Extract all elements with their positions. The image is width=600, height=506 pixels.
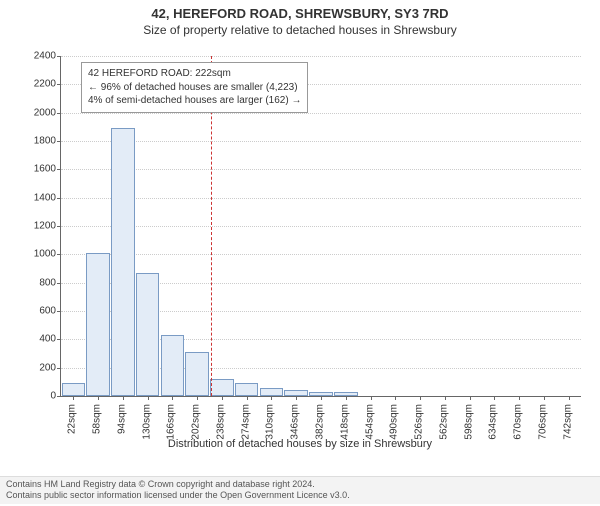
xtick-mark xyxy=(271,396,272,400)
ytick-mark xyxy=(57,254,61,255)
annotation-title: 42 HEREFORD ROAD: 222sqm xyxy=(88,67,301,81)
ytick-label: 2400 xyxy=(16,51,56,62)
histogram-bar xyxy=(62,383,86,396)
xtick-label: 634sqm xyxy=(488,404,499,440)
xtick-mark xyxy=(148,396,149,400)
xtick-label: 490sqm xyxy=(389,404,400,440)
ytick-mark xyxy=(57,339,61,340)
xtick-label: 742sqm xyxy=(562,404,573,440)
xtick-mark xyxy=(222,396,223,400)
plot-area: 42 HEREFORD ROAD: 222sqm← 96% of detache… xyxy=(60,56,581,397)
xtick-label: 526sqm xyxy=(414,404,425,440)
xtick-mark xyxy=(494,396,495,400)
xtick-mark xyxy=(420,396,421,400)
xtick-mark xyxy=(172,396,173,400)
xtick-label: 382sqm xyxy=(315,404,326,440)
gridline xyxy=(61,198,581,199)
histogram-bar xyxy=(235,383,259,396)
chart-container: Number of detached properties 42 HEREFOR… xyxy=(0,46,600,456)
page-title: 42, HEREFORD ROAD, SHREWSBURY, SY3 7RD xyxy=(0,6,600,21)
gridline xyxy=(61,254,581,255)
histogram-bar xyxy=(260,388,284,397)
ytick-mark xyxy=(57,56,61,57)
xtick-mark xyxy=(296,396,297,400)
xtick-label: 58sqm xyxy=(92,404,103,434)
ytick-label: 1400 xyxy=(16,192,56,203)
xtick-mark xyxy=(569,396,570,400)
xtick-mark xyxy=(73,396,74,400)
ytick-label: 2200 xyxy=(16,79,56,90)
xtick-mark xyxy=(445,396,446,400)
xtick-label: 562sqm xyxy=(438,404,449,440)
gridline xyxy=(61,141,581,142)
xtick-mark xyxy=(321,396,322,400)
xtick-mark xyxy=(371,396,372,400)
gridline xyxy=(61,113,581,114)
annotation-larger: 4% of semi-detached houses are larger (1… xyxy=(88,94,301,108)
xtick-mark xyxy=(519,396,520,400)
xtick-label: 454sqm xyxy=(364,404,375,440)
xtick-label: 310sqm xyxy=(265,404,276,440)
ytick-mark xyxy=(57,368,61,369)
ytick-mark xyxy=(57,169,61,170)
histogram-bar xyxy=(210,379,234,396)
gridline xyxy=(61,169,581,170)
ytick-mark xyxy=(57,311,61,312)
ytick-label: 2000 xyxy=(16,107,56,118)
xtick-mark xyxy=(395,396,396,400)
xtick-label: 238sqm xyxy=(215,404,226,440)
page-subtitle: Size of property relative to detached ho… xyxy=(0,23,600,37)
ytick-mark xyxy=(57,226,61,227)
ytick-label: 600 xyxy=(16,306,56,317)
ytick-label: 1200 xyxy=(16,221,56,232)
annotation-smaller: ← 96% of detached houses are smaller (4,… xyxy=(88,81,301,95)
xtick-label: 598sqm xyxy=(463,404,474,440)
histogram-bar xyxy=(86,253,110,396)
ytick-mark xyxy=(57,396,61,397)
xtick-label: 166sqm xyxy=(166,404,177,440)
gridline xyxy=(61,56,581,57)
ytick-label: 0 xyxy=(16,391,56,402)
histogram-bar xyxy=(111,128,135,396)
xtick-label: 346sqm xyxy=(290,404,301,440)
xtick-mark xyxy=(346,396,347,400)
ytick-label: 1600 xyxy=(16,164,56,175)
ytick-label: 1800 xyxy=(16,136,56,147)
ytick-mark xyxy=(57,141,61,142)
histogram-bar xyxy=(161,335,185,396)
xtick-mark xyxy=(247,396,248,400)
xtick-label: 274sqm xyxy=(240,404,251,440)
xtick-label: 202sqm xyxy=(191,404,202,440)
ytick-label: 400 xyxy=(16,334,56,345)
histogram-bar xyxy=(185,352,209,396)
footer-line-2: Contains public sector information licen… xyxy=(6,490,594,502)
gridline xyxy=(61,226,581,227)
ytick-mark xyxy=(57,113,61,114)
xtick-mark xyxy=(470,396,471,400)
xtick-mark xyxy=(544,396,545,400)
xtick-label: 670sqm xyxy=(513,404,524,440)
xtick-mark xyxy=(197,396,198,400)
ytick-label: 800 xyxy=(16,277,56,288)
ytick-label: 200 xyxy=(16,362,56,373)
footer-line-1: Contains HM Land Registry data © Crown c… xyxy=(6,479,594,491)
xtick-mark xyxy=(123,396,124,400)
xtick-label: 22sqm xyxy=(67,404,78,434)
ytick-mark xyxy=(57,283,61,284)
ytick-mark xyxy=(57,198,61,199)
x-axis-label: Distribution of detached houses by size … xyxy=(0,438,600,450)
xtick-label: 94sqm xyxy=(116,404,127,434)
xtick-mark xyxy=(98,396,99,400)
xtick-label: 418sqm xyxy=(339,404,350,440)
histogram-bar xyxy=(136,273,160,396)
ytick-label: 1000 xyxy=(16,249,56,260)
ytick-mark xyxy=(57,84,61,85)
xtick-label: 130sqm xyxy=(141,404,152,440)
xtick-label: 706sqm xyxy=(537,404,548,440)
annotation-box: 42 HEREFORD ROAD: 222sqm← 96% of detache… xyxy=(81,62,308,113)
